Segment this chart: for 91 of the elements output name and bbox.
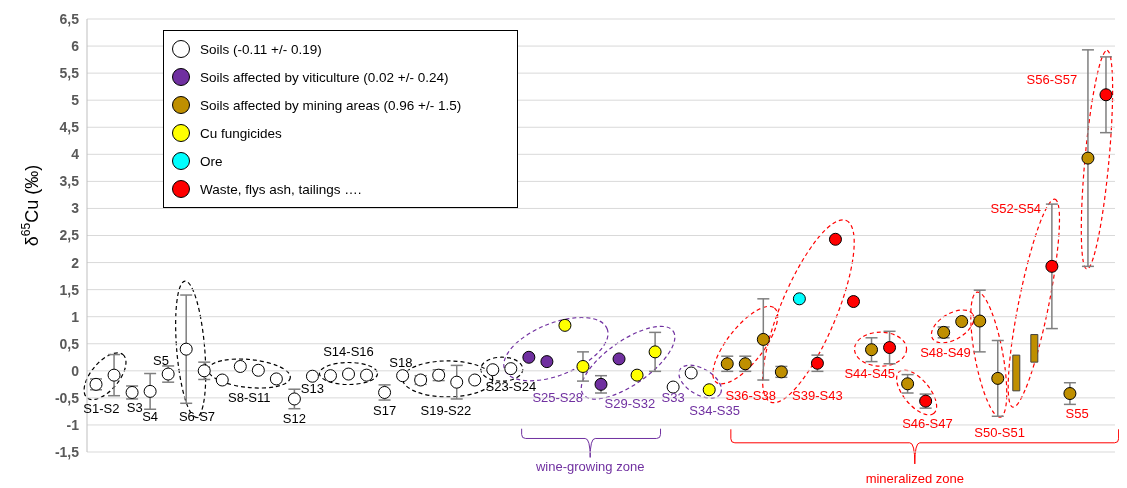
point <box>233 359 247 373</box>
annotation: S52-S54 <box>990 200 1042 216</box>
y-tick-label: 3,5 <box>59 173 80 190</box>
point <box>828 232 842 246</box>
point <box>648 345 662 359</box>
y-tick-label: 2,5 <box>59 227 80 244</box>
annotation: S14-S16 <box>323 344 374 360</box>
point <box>576 359 590 373</box>
point <box>323 369 337 383</box>
point <box>865 343 879 357</box>
y-tick-label: 6 <box>71 38 80 55</box>
point <box>107 368 121 382</box>
annotation: S29-S32 <box>604 396 656 412</box>
y-tick-label: 4,5 <box>59 119 80 136</box>
point <box>540 355 554 369</box>
point <box>630 368 644 382</box>
point <box>1099 88 1113 102</box>
annotation: S13 <box>300 381 325 397</box>
y-tick-label: 2 <box>71 254 80 271</box>
point <box>342 367 356 381</box>
annotation: S4 <box>142 409 159 425</box>
annotation: S3 <box>126 400 143 416</box>
point <box>287 392 301 406</box>
point <box>450 375 464 389</box>
legend-label: Waste, flys ash, tailings …. <box>200 181 362 197</box>
annotation: S8-S11 <box>228 390 271 406</box>
y-tick-label: 6,5 <box>59 10 80 27</box>
annotation: S17 <box>373 403 397 419</box>
annotation: S1-S2 <box>83 401 120 417</box>
point <box>991 371 1005 385</box>
point <box>702 383 716 397</box>
point <box>558 318 572 332</box>
annotation: S55 <box>1065 406 1089 422</box>
legend-label: Soils (-0.11 +/- 0.19) <box>200 41 322 57</box>
point <box>1045 259 1059 273</box>
legend-label: Cu fungicides <box>200 125 282 141</box>
annotation: S19-S22 <box>420 403 472 419</box>
annotation: S44-S45 <box>844 366 896 382</box>
annotation: S39-S43 <box>792 388 843 404</box>
point <box>504 362 518 376</box>
annotation: S12 <box>282 410 306 426</box>
legend-label: Soils affected by viticulture (0.02 +/- 0.24) <box>200 69 449 85</box>
annotation: S33 <box>661 390 685 406</box>
point <box>756 332 770 346</box>
y-tick-label: -1 <box>66 416 80 433</box>
annotation: S25-S28 <box>532 390 584 406</box>
point <box>251 363 265 377</box>
point <box>666 380 680 394</box>
legend-label: Soils affected by mining areas (0.96 +/- 1.5) <box>200 97 462 113</box>
point <box>846 295 860 309</box>
y-tick-label: 0,5 <box>59 335 80 352</box>
point <box>1063 387 1077 401</box>
point <box>179 342 193 356</box>
point <box>973 314 987 328</box>
point <box>883 341 897 355</box>
point <box>612 352 626 366</box>
point <box>486 363 500 377</box>
y-tick-label: 1 <box>71 308 80 325</box>
point <box>396 369 410 383</box>
point <box>468 373 482 387</box>
y-tick-label: 1,5 <box>59 281 80 298</box>
y-tick-label: 5 <box>71 92 80 109</box>
point <box>955 315 969 329</box>
point <box>143 384 157 398</box>
text: mineralized zone <box>865 470 964 486</box>
annotation: S48-S49 <box>920 345 971 361</box>
annotation: S5 <box>152 353 169 369</box>
legend-label: Ore <box>200 153 223 169</box>
point <box>1081 151 1095 165</box>
point <box>901 377 915 391</box>
annotation: S56-S57 <box>1026 72 1078 88</box>
point <box>522 350 536 364</box>
y-tick-label: 5,5 <box>59 65 80 82</box>
y-tick-label: -1,5 <box>54 443 80 460</box>
annotation: S6-S7 <box>178 409 216 425</box>
y-tick-label: 3 <box>71 200 80 217</box>
annotation: S18 <box>389 355 413 371</box>
point <box>792 292 806 306</box>
annotation: S34-S35 <box>689 403 740 419</box>
point <box>305 369 319 383</box>
point <box>215 373 229 387</box>
y-tick-label: 0 <box>71 362 80 379</box>
annotation: S36-S38 <box>725 388 776 404</box>
y-tick-label: 4 <box>71 146 80 163</box>
point <box>360 368 374 382</box>
y-tick-label: -0,5 <box>54 389 80 406</box>
annotation: S46-S47 <box>902 416 953 432</box>
annotation: S50-S51 <box>974 425 1025 441</box>
point <box>684 366 698 380</box>
text: wine-growing zone <box>534 458 645 474</box>
point <box>269 372 283 386</box>
